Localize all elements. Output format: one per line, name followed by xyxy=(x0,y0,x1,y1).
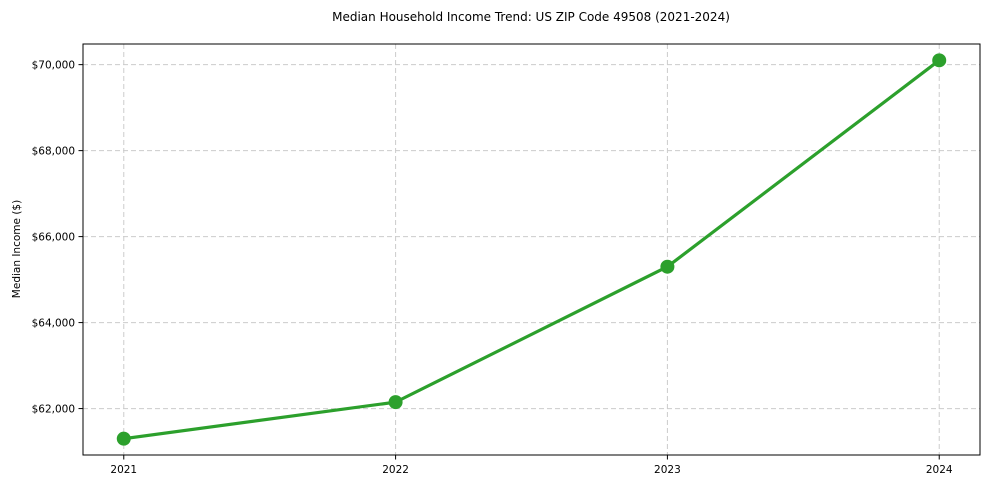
chart-title: Median Household Income Trend: US ZIP Co… xyxy=(332,10,730,24)
data-series-layer xyxy=(116,53,947,446)
trend-line xyxy=(122,58,941,441)
y-tick-label: $66,000 xyxy=(32,231,75,243)
y-tick-label: $64,000 xyxy=(32,317,75,329)
data-point-2021 xyxy=(116,431,131,446)
data-point-2024 xyxy=(932,53,947,68)
data-point-2023 xyxy=(660,259,675,274)
x-tick-label: 2023 xyxy=(654,464,681,476)
y-tick-label: $68,000 xyxy=(32,145,75,157)
y-tick-label: $70,000 xyxy=(32,59,75,71)
x-tick-label: 2024 xyxy=(926,464,953,476)
y-axis-label: Median Income ($) xyxy=(11,200,23,298)
axes-layer: $62,000 $64,000 $66,000 $68,000 $70,000 2021 2… xyxy=(32,43,981,476)
plot-border xyxy=(82,43,981,456)
x-tick-label: 2021 xyxy=(110,464,137,476)
grid-layer xyxy=(83,44,980,455)
x-tick-label: 2022 xyxy=(382,464,409,476)
y-tick-label: $62,000 xyxy=(32,403,75,415)
data-point-2022 xyxy=(388,395,403,410)
